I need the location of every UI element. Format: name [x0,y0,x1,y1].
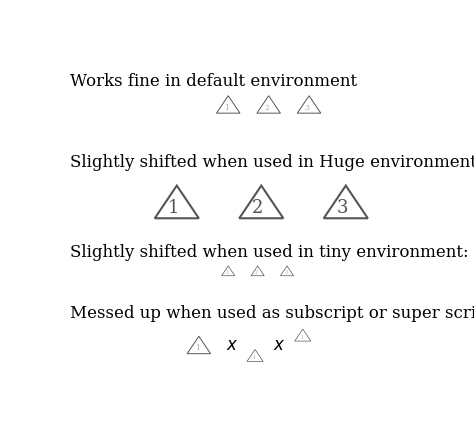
Text: 3: 3 [305,103,310,112]
Text: Slightly shifted when used in tiny environment:: Slightly shifted when used in tiny envir… [70,244,469,261]
Text: 1: 1 [224,103,229,112]
Text: $x$: $x$ [226,337,238,354]
Text: 2: 2 [264,103,269,112]
Text: Slightly shifted when used in Huge environment:: Slightly shifted when used in Huge envir… [70,154,474,172]
Text: Works fine in default environment: Works fine in default environment [70,73,357,90]
Text: 3: 3 [284,270,288,275]
Text: $x$: $x$ [273,337,286,354]
Text: 1: 1 [195,344,200,352]
Text: Messed up when used as subscript or super script: Messed up when used as subscript or supe… [70,305,474,322]
Text: 1: 1 [168,199,179,217]
Text: 2: 2 [255,270,258,275]
Text: 1: 1 [300,335,303,340]
Text: 2: 2 [252,199,264,217]
Text: 3: 3 [337,199,348,217]
Text: 1: 1 [226,270,229,275]
Text: 1: 1 [252,355,255,360]
